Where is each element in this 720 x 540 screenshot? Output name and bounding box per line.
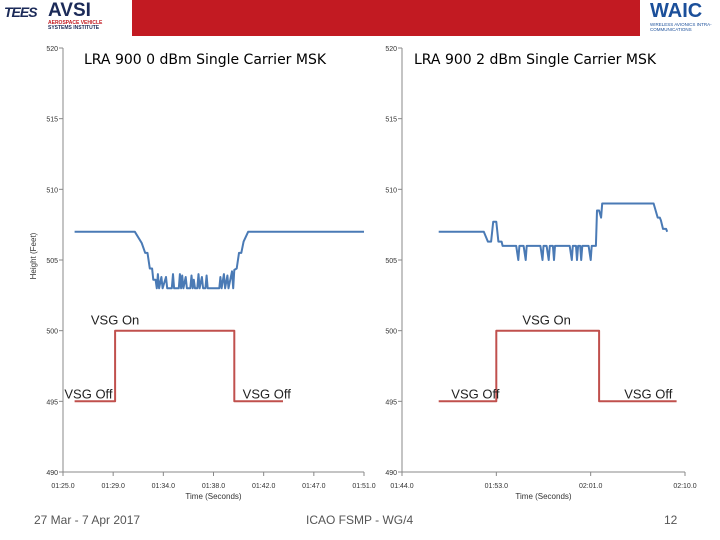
chart1-x-tick-label: 01:34.0: [152, 483, 175, 490]
chart2-y-tick-label: 515: [385, 117, 397, 124]
chart1-y-axis-label: Height (Feet): [29, 232, 38, 279]
chart2-series-vsg-line: [438, 329, 677, 403]
waic-logo-subtitle: WIRELESS AVIONICS INTRA-COMMUNICATIONS: [650, 22, 712, 32]
chart1-x-tick-label: 01:47.0: [302, 483, 325, 490]
chart2-title: LRA 900 2 dBm Single Carrier MSK: [414, 52, 657, 68]
header-bar: TEES AVSI AEROSPACE VEHICLE SYSTEMS INST…: [0, 0, 720, 40]
chart2-x-tick-label: 02:10.0: [673, 483, 696, 490]
header-red-band: [132, 0, 640, 36]
chart2-x-axis-label: Time (Seconds): [515, 492, 572, 501]
chart2-x-tick-label: 01:53.0: [485, 483, 508, 490]
chart1-x-tick-label: 01:42.0: [252, 483, 275, 490]
chart1-y-tick-label: 510: [46, 187, 58, 194]
chart1-x-tick-label: 01:38.0: [202, 483, 225, 490]
avsi-logo: AVSI AEROSPACE VEHICLE SYSTEMS INSTITUTE: [48, 0, 128, 38]
chart1-x-axis-label: Time (Seconds): [185, 492, 242, 501]
chart1-series-height-line: [74, 230, 364, 290]
chart2-y-tick-label: 505: [385, 258, 397, 265]
avsi-logo-text: AVSI: [48, 0, 91, 21]
chart2-annotation-vsg-off: VSG Off: [624, 386, 673, 401]
chart2-y-tick-label: 500: [385, 329, 397, 336]
chart2-y-tick-label: 495: [385, 399, 397, 406]
chart1-y-tick-label: 505: [46, 258, 58, 265]
chart2-y-tick-label: 520: [385, 46, 397, 53]
chart1-x-tick-label: 01:51.0: [352, 483, 375, 490]
footer-page-number: 12: [664, 513, 678, 527]
chart1-y-tick-label: 515: [46, 117, 58, 124]
chart2-x-tick-label: 02:01.0: [579, 483, 602, 490]
tees-logo-text: TEES: [4, 4, 38, 20]
chart2-y-tick-label: 490: [385, 470, 397, 477]
tees-logo: TEES: [4, 4, 44, 24]
waic-logo-text: WAIC: [650, 0, 703, 22]
avsi-logo-subtitle-2: SYSTEMS INSTITUTE: [48, 25, 100, 31]
chart2-annotation-vsg-on: VSG On: [522, 313, 570, 328]
chart1-x-tick-label: 01:25.0: [51, 483, 74, 490]
chart1-annotation-vsg-off: VSG Off: [64, 386, 113, 401]
chart2-y-tick-label: 510: [385, 187, 397, 194]
chart1-title: LRA 900 0 dBm Single Carrier MSK: [84, 52, 327, 68]
chart1-annotation-vsg-on: VSG On: [91, 313, 139, 328]
chart1-series-vsg-line: [74, 329, 283, 403]
chart1-y-tick-label: 500: [46, 329, 58, 336]
chart1-y-tick-label: 490: [46, 470, 58, 477]
chart2-series-height-line: [438, 202, 669, 261]
chart1-x-tick-label: 01:29.0: [101, 483, 124, 490]
footer-center: ICAO FSMP - WG/4: [306, 513, 414, 527]
chart1-annotation-vsg-off: VSG Off: [243, 386, 292, 401]
avsi-logo-subtitle-1: AEROSPACE VEHICLE: [48, 20, 103, 26]
footer-date: 27 Mar - 7 Apr 2017: [34, 513, 141, 527]
chart2-x-tick-label: 01:44.0: [390, 483, 413, 490]
chart1-y-tick-label: 495: [46, 399, 58, 406]
chart1-y-tick-label: 520: [46, 46, 58, 53]
chart2-annotation-vsg-off: VSG Off: [451, 386, 500, 401]
waic-logo: WAIC WIRELESS AVIONICS INTRA-COMMUNICATI…: [650, 0, 720, 38]
